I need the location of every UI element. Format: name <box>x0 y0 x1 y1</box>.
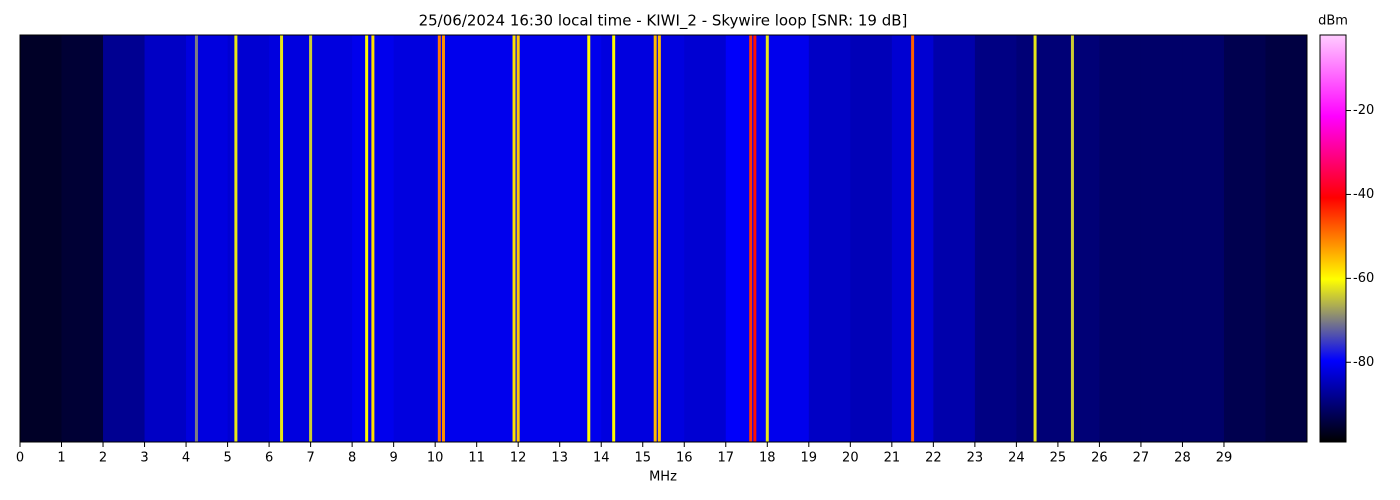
spectrum-column <box>933 35 976 442</box>
spectrum-column <box>559 35 602 442</box>
x-axis-label: MHz <box>649 470 677 485</box>
spectrum-column <box>476 35 519 442</box>
spectrum-column <box>435 35 478 442</box>
x-tick-label: 3 <box>140 451 148 466</box>
spectrum-column <box>1099 35 1142 442</box>
carrier-line <box>234 35 238 442</box>
x-tick-label: 8 <box>348 451 356 466</box>
x-tick-label: 17 <box>718 451 735 466</box>
spectrum-column <box>1223 35 1266 442</box>
x-tick-label: 0 <box>16 451 24 466</box>
plot-frame <box>19 34 1308 443</box>
colorbar-tick-label: -40 <box>1353 187 1374 202</box>
colorbar-tick-label: -80 <box>1353 355 1374 370</box>
spectrum-column <box>1265 35 1308 442</box>
plot-area <box>20 35 1308 442</box>
x-tick-label: 10 <box>427 451 444 466</box>
spectrum-column <box>103 35 146 442</box>
x-tick-label: 12 <box>510 451 527 466</box>
spectrum-column <box>518 35 561 442</box>
x-tick-label: 20 <box>842 451 859 466</box>
x-tick-label: 9 <box>390 451 398 466</box>
x-tick-label: 5 <box>223 451 231 466</box>
spectrum-column <box>808 35 851 442</box>
spectrum-column <box>1182 35 1225 442</box>
x-tick-label: 2 <box>99 451 107 466</box>
spectrum-column <box>20 35 63 442</box>
x-tick-label: 16 <box>676 451 693 466</box>
carrier-line <box>437 35 441 442</box>
spectrum-column <box>144 35 187 442</box>
spectrum-column <box>186 35 229 442</box>
carrier-line <box>309 35 313 442</box>
x-tick-label: 1 <box>57 451 65 466</box>
carrier-line <box>753 35 757 442</box>
carrier-line <box>1033 35 1037 442</box>
x-tick-label: 22 <box>925 451 942 466</box>
colorbar-tick-label: -20 <box>1353 103 1374 118</box>
x-tick-label: 14 <box>593 451 610 466</box>
spectrum-column <box>310 35 353 442</box>
x-tick-label: 21 <box>884 451 901 466</box>
x-tick-label: 19 <box>801 451 818 466</box>
chart-title: 25/06/2024 16:30 local time - KIWI_2 - S… <box>419 12 908 31</box>
spectrum-column <box>1140 35 1183 442</box>
carrier-line <box>371 35 375 442</box>
spectrum-column <box>684 35 727 442</box>
carrier-line <box>765 35 769 442</box>
carrier-line <box>365 35 369 442</box>
x-tick-label: 26 <box>1091 451 1108 466</box>
spectrum-column <box>269 35 312 442</box>
carrier-line <box>280 35 284 442</box>
spectrum-column <box>61 35 104 442</box>
spectrum-column <box>1016 35 1059 442</box>
x-tick-label: 28 <box>1174 451 1191 466</box>
x-tick-label: 6 <box>265 451 273 466</box>
carrier-line <box>653 35 657 442</box>
spectrum-column <box>1057 35 1100 442</box>
carrier-line <box>657 35 661 442</box>
spectrum-column <box>393 35 436 442</box>
carrier-line <box>194 35 198 442</box>
spectrum-column <box>642 35 685 442</box>
carrier-line <box>1070 35 1074 442</box>
carrier-line <box>441 35 445 442</box>
x-tick-label: 13 <box>551 451 568 466</box>
x-tick-label: 23 <box>967 451 984 466</box>
x-tick-label: 7 <box>306 451 314 466</box>
spectrum-column <box>850 35 893 442</box>
x-tick-label: 18 <box>759 451 776 466</box>
x-tick-label: 4 <box>182 451 190 466</box>
carrier-line <box>612 35 616 442</box>
x-tick-label: 29 <box>1216 451 1233 466</box>
x-tick-label: 24 <box>1008 451 1025 466</box>
carrier-line <box>911 35 915 442</box>
spectrum-column <box>725 35 768 442</box>
spectrum-column <box>227 35 270 442</box>
carrier-line <box>516 35 520 442</box>
colorbar <box>1319 34 1347 443</box>
x-tick-label: 25 <box>1050 451 1067 466</box>
colorbar-label: dBm <box>1318 14 1348 29</box>
carrier-line <box>512 35 516 442</box>
colorbar-tick-label: -60 <box>1353 271 1374 286</box>
spectrum-column <box>974 35 1017 442</box>
x-tick-label: 27 <box>1133 451 1150 466</box>
x-tick-label: 11 <box>468 451 485 466</box>
spectrum-column <box>767 35 810 442</box>
carrier-line <box>749 35 753 442</box>
x-tick-label: 15 <box>634 451 651 466</box>
carrier-line <box>587 35 591 442</box>
spectrum-column <box>601 35 644 442</box>
